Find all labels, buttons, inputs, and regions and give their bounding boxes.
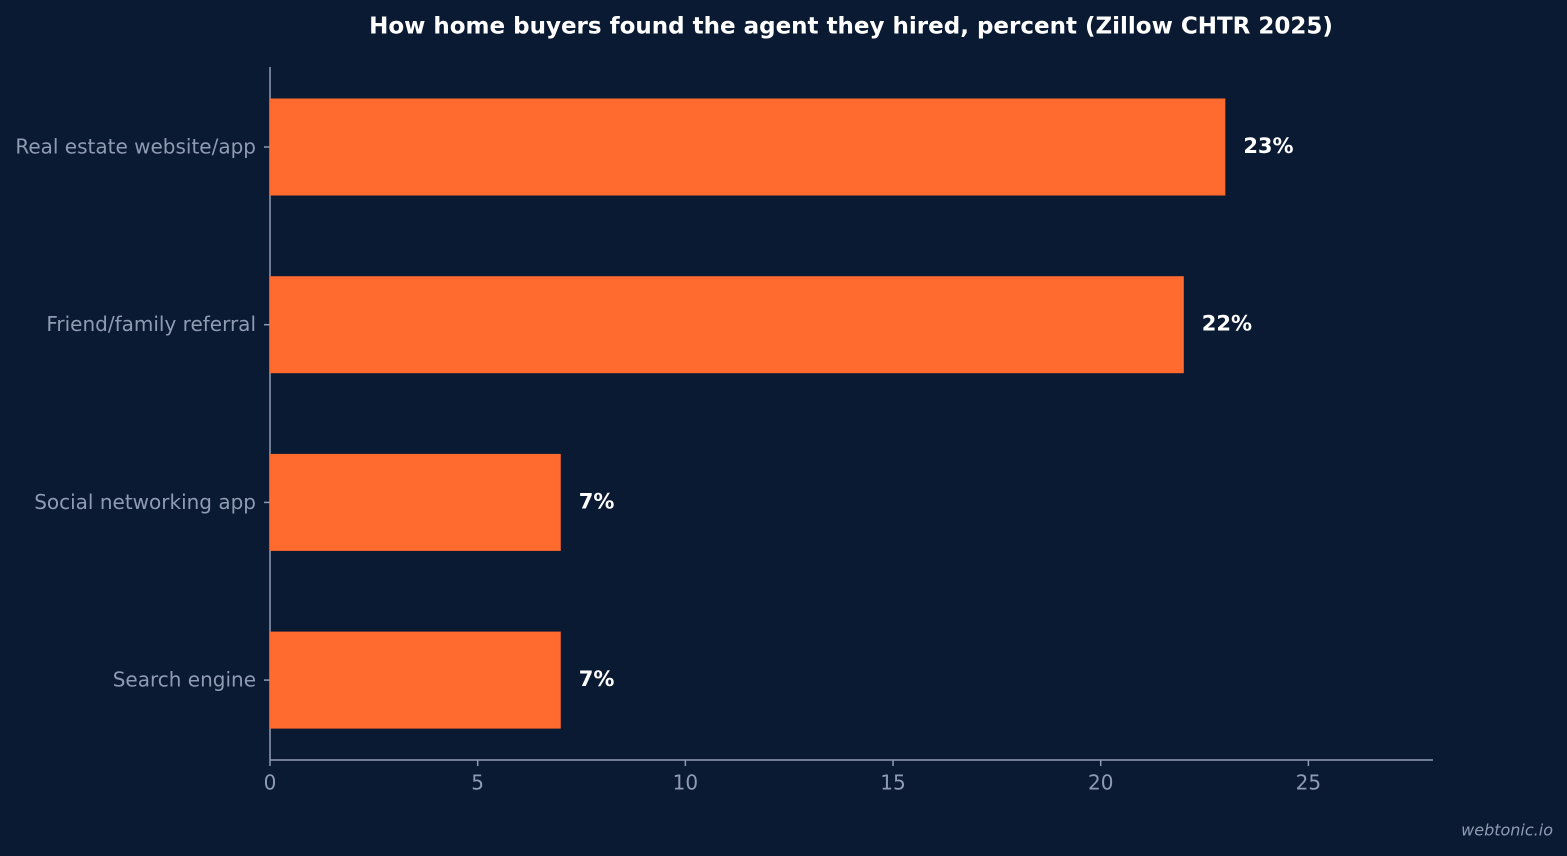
y-tick-label: Friend/family referral bbox=[46, 312, 256, 336]
x-tick-label: 20 bbox=[1088, 771, 1113, 795]
x-tick-label: 15 bbox=[880, 771, 905, 795]
x-tick-label: 0 bbox=[264, 771, 277, 795]
bar bbox=[270, 276, 1184, 374]
chart-title: How home buyers found the agent they hir… bbox=[369, 14, 1333, 40]
bar bbox=[270, 631, 561, 729]
value-label: 22% bbox=[1202, 312, 1252, 336]
y-tick-label: Social networking app bbox=[34, 490, 256, 514]
bar bbox=[270, 453, 561, 551]
y-tick-label: Search engine bbox=[113, 668, 256, 692]
x-tick-label: 25 bbox=[1296, 771, 1321, 795]
bar bbox=[270, 98, 1226, 196]
value-label: 7% bbox=[579, 489, 615, 513]
value-label: 23% bbox=[1243, 134, 1293, 158]
y-tick-label: Real estate website/app bbox=[15, 135, 256, 159]
x-tick-label: 5 bbox=[471, 771, 484, 795]
value-label: 7% bbox=[579, 667, 615, 691]
watermark: webtonic.io bbox=[1461, 821, 1553, 840]
x-tick-label: 10 bbox=[673, 771, 698, 795]
